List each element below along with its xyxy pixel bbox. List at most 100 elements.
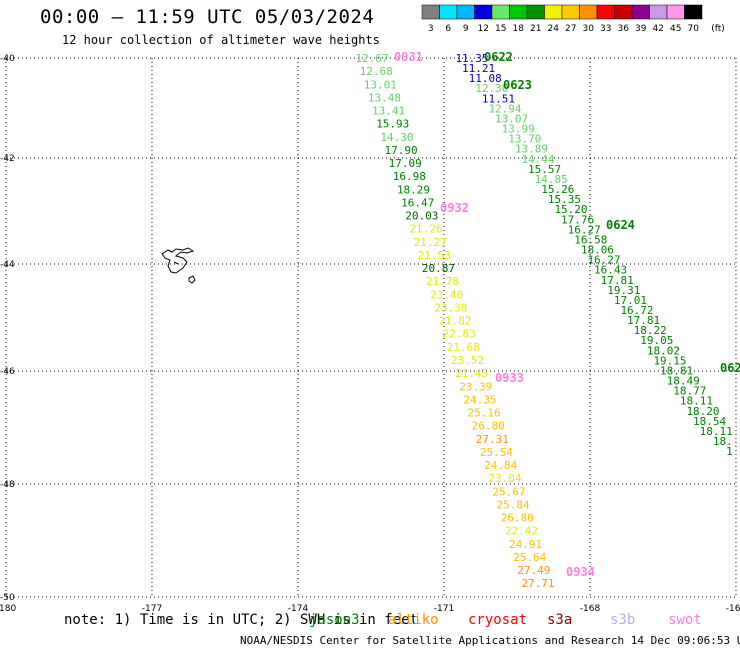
track-time-label: 0622: [484, 50, 513, 64]
satellite-legend-item: jason3: [309, 612, 360, 628]
wave-height-value: 21.78: [426, 275, 459, 288]
wave-height-value: 18.06: [581, 244, 614, 257]
colorbar-tick-label: 45: [670, 24, 681, 34]
wave-height-value: 21.45: [455, 367, 488, 380]
wave-height-value: 17.76: [561, 213, 594, 226]
wave-height-value: 17.81: [601, 274, 634, 287]
note-text: note: 1) Time is in UTC; 2) SWH is in fe…: [64, 612, 419, 628]
colorbar-unit-label: (ft): [711, 24, 725, 34]
wave-height-value: 25.84: [497, 498, 530, 511]
wave-height-value: 19.31: [607, 284, 640, 297]
latitude-label: -48: [0, 480, 15, 490]
colorbar-tick-label: 27: [565, 24, 576, 34]
wave-height-value: 20.03: [405, 210, 438, 223]
track-time-label: 0624: [606, 218, 635, 232]
altimeter-tracks: 11.3511.2111.0812.3011.5112.9413.0713.99…: [355, 52, 732, 590]
colorbar-swatch: [456, 4, 475, 20]
wave-height-value: 13.70: [508, 133, 541, 146]
track-time-label: 0931: [394, 50, 423, 64]
wave-height-value: 1: [726, 445, 733, 458]
wave-height-value: 17.90: [384, 144, 417, 157]
wave-height-value: 17.81: [627, 314, 660, 327]
wave-height-value: 22.42: [505, 525, 538, 538]
latitude-label: -40: [0, 54, 15, 64]
wave-height-value: 11.51: [482, 92, 515, 105]
satellite-legend-item: altiko: [388, 612, 439, 628]
latitude-label: -42: [0, 154, 15, 164]
satellite-legend-item: s3a: [547, 612, 573, 628]
wave-height-value: 12.94: [488, 102, 521, 115]
wave-height-value: 19.15: [653, 354, 686, 367]
wave-height-value: 18.20: [686, 405, 719, 418]
colorbar-tick-label: 24: [548, 24, 560, 34]
wave-height-value: 20.87: [422, 262, 455, 275]
wave-height-value: 18.77: [673, 385, 706, 398]
colorbar-swatch: [491, 4, 510, 20]
wave-height-value: 18.54: [693, 415, 726, 428]
wave-height-value: 23.40: [430, 288, 463, 301]
colorbar-tick-label: 3: [428, 24, 434, 34]
wave-height-value: 26.80: [501, 512, 534, 525]
wave-height-value: 18.22: [634, 324, 667, 337]
wave-height-value: 16.43: [594, 264, 627, 277]
wave-height-value: 14.30: [380, 131, 413, 144]
wave-height-value: 18.81: [660, 364, 693, 377]
colorbar-swatch: [614, 4, 633, 20]
colorbar-swatch: [544, 4, 563, 20]
wave-height-value: 25.54: [480, 446, 513, 459]
latitude-label: -46: [0, 367, 15, 377]
wave-height-value: 12.30: [475, 82, 508, 95]
wave-height-value: 18.02: [647, 344, 680, 357]
satellite-legend-item: swot: [668, 612, 702, 628]
wave-height-value: 15.93: [376, 118, 409, 131]
wave-height-value: 21.27: [414, 236, 447, 249]
track-time-labels: 0622 0623 0624 062 0931 0932 0933 0934: [394, 50, 740, 579]
wave-height-value: 17.01: [614, 294, 647, 307]
wave-height-value: 21.53: [418, 249, 451, 262]
wave-height-value: 12.68: [360, 65, 393, 78]
wave-height-value: 23.04: [488, 472, 521, 485]
track-time-label: 0933: [495, 371, 524, 385]
wave-height-value: 23.52: [451, 354, 484, 367]
wave-height-value: 24.84: [484, 459, 517, 472]
map-title: 00:00 – 11:59 UTC 05/03/2024: [40, 6, 375, 28]
colorbar-tick-label: 21: [530, 24, 541, 34]
colorbar-tick-label: 6: [445, 24, 451, 34]
wave-height-value: 13.48: [368, 91, 401, 104]
wave-height-value: 16.27: [568, 223, 601, 236]
colorbar-tick-label: 42: [653, 24, 664, 34]
wave-height-value: 11.21: [462, 62, 495, 75]
wave-height-value: 13.41: [372, 105, 405, 118]
track-time-label: 0623: [503, 78, 532, 92]
wave-height-value: 23.38: [434, 301, 467, 314]
colorbar-tick-label: 70: [688, 24, 700, 34]
wave-height-value: 25.67: [492, 485, 525, 498]
wave-height-value: 15.20: [554, 203, 587, 216]
colorbar-swatch: [684, 4, 703, 20]
longitude-label: -174: [288, 604, 309, 614]
colorbar-swatch: [474, 4, 493, 20]
wave-height-value: 25.16: [467, 407, 500, 420]
colorbar-swatch: [579, 4, 598, 20]
wave-height-value: 14.44: [521, 153, 554, 166]
wave-height-value: 16.47: [401, 196, 434, 209]
wave-height-value: 16.72: [620, 304, 653, 317]
longitude-label: -165: [726, 604, 740, 614]
colorbar-swatch: [421, 4, 440, 20]
colorbar-tick-label: 36: [618, 24, 630, 34]
wave-height-value: 18.11: [700, 425, 733, 438]
map-subtitle: 12 hour collection of altimeter wave hei…: [62, 33, 380, 47]
colorbar-tick-label: 33: [600, 24, 611, 34]
wave-height-value: 14.85: [535, 173, 568, 186]
wave-height-value: 13.01: [364, 78, 397, 91]
wave-height-value: 26.80: [472, 420, 505, 433]
colorbar-tick-label: 18: [513, 24, 525, 34]
wave-height-value: 21.82: [438, 315, 471, 328]
satellite-legend-item: cryosat: [468, 612, 528, 628]
wave-height-value: 15.35: [548, 193, 581, 206]
colorbar-tick-label: 39: [635, 24, 647, 34]
longitude-label: -180: [0, 604, 16, 614]
track-time-label: 0932: [440, 201, 469, 215]
